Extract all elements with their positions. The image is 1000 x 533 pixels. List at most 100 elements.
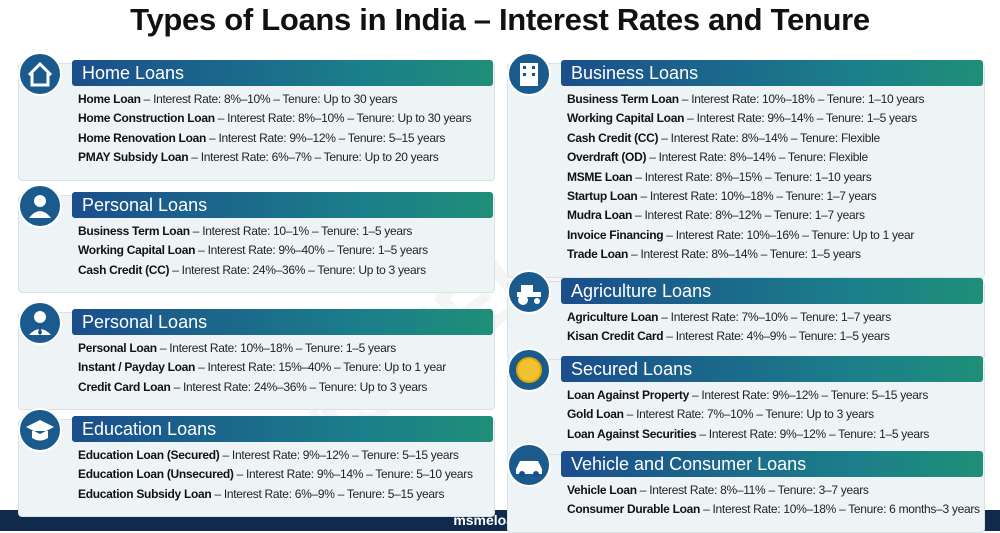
- loan-detail: – Interest Rate: 9%–14% – Tenure: 1–5 ye…: [684, 111, 917, 126]
- loan-name: Mudra Loan: [567, 208, 632, 223]
- loan-name: Loan Against Securities: [567, 426, 697, 441]
- loan-name: Invoice Financing: [567, 227, 664, 242]
- loan-item: Education Subsidy Loan – Interest Rate: …: [78, 485, 444, 504]
- loan-item: Invoice Financing – Interest Rate: 10%–1…: [567, 226, 914, 245]
- loan-detail: – Interest Rate: 9%–12% – Tenure: 5–15 y…: [219, 448, 459, 462]
- loan-item: Startup Loan – Interest Rate: 10%–18% – …: [567, 187, 877, 206]
- loan-item: Mudra Loan – Interest Rate: 8%–12% – Ten…: [567, 206, 865, 225]
- loan-detail: – Interest Rate: 9%–14% – Tenure: 5–10 y…: [233, 467, 473, 482]
- icon-graphic: [507, 270, 551, 314]
- loan-name: MSME Loan: [567, 169, 633, 184]
- loan-item: Working Capital Loan – Interest Rate: 9%…: [567, 109, 917, 128]
- loan-detail: – Interest Rate: 9%–40% – Tenure: 1–5 ye…: [195, 243, 428, 258]
- loan-item: Home Renovation Loan – Interest Rate: 9%…: [78, 129, 445, 148]
- section-heading: Business Loans: [561, 60, 983, 86]
- loan-name: Home Loan: [78, 92, 141, 106]
- loan-item: Home Construction Loan – Interest Rate: …: [78, 109, 472, 128]
- section-heading: Vehicle and Consumer Loans: [561, 451, 983, 477]
- loan-name: Education Loan (Secured): [78, 448, 220, 462]
- title: Types of Loans in India – Interest Rates…: [130, 2, 870, 37]
- section-heading: Education Loans: [72, 416, 493, 442]
- loan-detail: – Interest Rate: 4%–9% – Tenure: 1–5 yea…: [663, 329, 890, 344]
- loan-item: Vehicle Loan – Interest Rate: 8%–11% – T…: [567, 481, 869, 500]
- section-icon: [18, 408, 62, 452]
- loan-name: Loan Against Property: [567, 388, 689, 402]
- section-heading: Personal Loans: [72, 192, 493, 218]
- section-icon: [507, 52, 551, 96]
- loan-item: Consumer Durable Loan – Interest Rate: 1…: [567, 500, 980, 519]
- loan-name: Instant / Payday Loan: [78, 360, 196, 375]
- icon-graphic: [18, 408, 62, 452]
- loan-name: Working Capital Loan: [567, 111, 685, 126]
- loan-name: Education Subsidy Loan: [78, 486, 212, 501]
- loan-detail: – Interest Rate: 8%–15% – Tenure: 1–10 y…: [632, 169, 872, 184]
- loan-name: Business Term Loan: [78, 224, 190, 238]
- icon-graphic: [507, 348, 551, 392]
- loan-item: Loan Against Securities – Interest Rate:…: [567, 425, 929, 444]
- section-icon: [507, 443, 551, 487]
- loan-item: Cash Credit (CC) – Interest Rate: 8%–14%…: [567, 129, 880, 148]
- loan-item: Instant / Payday Loan – Interest Rate: 1…: [78, 358, 446, 377]
- loan-detail: – Interest Rate: 8%–14% – Tenure: Flexib…: [646, 150, 868, 165]
- icon-graphic: [18, 184, 62, 228]
- loan-detail: – Interest Rate: 24%–36% – Tenure: Up to…: [170, 379, 428, 394]
- loan-detail: – Interest Rate: 9%–12% – Tenure: 5–15 y…: [688, 388, 929, 402]
- loan-detail: – Interest Rate: 8%–10% – Tenure: Up to …: [214, 111, 472, 126]
- icon-graphic: [18, 301, 62, 345]
- icon-graphic: [18, 52, 62, 96]
- loan-name: Gold Loan: [567, 407, 624, 422]
- loan-name: PMAY Subsidy Loan: [78, 150, 189, 165]
- section-heading: Secured Loans: [561, 356, 983, 382]
- loan-name: Business Term Loan: [567, 92, 679, 106]
- section-icon: [18, 52, 62, 96]
- loan-detail: – Interest Rate: 7%–10% – Tenure: 1–7 ye…: [658, 310, 891, 324]
- loan-item: Working Capital Loan – Interest Rate: 9%…: [78, 241, 428, 260]
- loan-name: Kisan Credit Card: [567, 329, 664, 344]
- loan-name: Agriculture Loan: [567, 310, 659, 324]
- loan-detail: – Interest Rate: 24%–36% – Tenure: Up to…: [169, 262, 426, 277]
- loan-item: Credit Card Loan – Interest Rate: 24%–36…: [78, 378, 427, 397]
- section-icon: [507, 348, 551, 392]
- loan-name: Working Capital Loan: [78, 243, 196, 258]
- section-heading: Personal Loans: [72, 309, 493, 335]
- loan-item: Kisan Credit Card – Interest Rate: 4%–9%…: [567, 327, 890, 346]
- loan-detail: – Interest Rate: 15%–40% – Tenure: Up to…: [195, 360, 446, 375]
- loan-detail: – Interest Rate: 10%–18% – Tenure: 1–5 y…: [156, 341, 396, 355]
- icon-graphic: [507, 52, 551, 96]
- loan-name: Overdraft (OD): [567, 150, 647, 165]
- loan-name: Personal Loan: [78, 341, 157, 355]
- section-heading: Home Loans: [72, 60, 493, 86]
- loan-item: Business Term Loan – Interest Rate: 10–1…: [78, 222, 412, 241]
- loan-item: Home Loan – Interest Rate: 8%–10% – Tenu…: [78, 90, 398, 109]
- loan-detail: – Interest Rate: 8%–14% – Tenure: 1–5 ye…: [628, 247, 861, 262]
- icon-graphic: [507, 443, 551, 487]
- section-box: [507, 63, 985, 278]
- loan-detail: – Interest Rate: 10%–18% – Tenure: 1–7 y…: [637, 189, 877, 203]
- loan-item: Cash Credit (CC) – Interest Rate: 24%–36…: [78, 261, 426, 280]
- loan-detail: – Interest Rate: 10%–18% – Tenure: 1–10 …: [678, 92, 925, 106]
- loan-detail: – Interest Rate: 8%–14% – Tenure: Flexib…: [658, 130, 880, 145]
- loan-item: Education Loan (Secured) – Interest Rate…: [78, 446, 459, 465]
- loan-name: Consumer Durable Loan: [567, 502, 701, 517]
- loan-name: Education Loan (Unsecured): [78, 467, 234, 482]
- loan-name: Startup Loan: [567, 189, 638, 203]
- loan-detail: – Interest Rate: 6%–7% – Tenure: Up to 2…: [188, 150, 439, 165]
- loan-name: Credit Card Loan: [78, 379, 171, 394]
- loan-item: PMAY Subsidy Loan – Interest Rate: 6%–7%…: [78, 148, 439, 167]
- loan-item: Trade Loan – Interest Rate: 8%–14% – Ten…: [567, 245, 861, 264]
- section-icon: [507, 270, 551, 314]
- loan-item: Education Loan (Unsecured) – Interest Ra…: [78, 465, 473, 484]
- section-icon: [18, 301, 62, 345]
- loan-detail: – Interest Rate: 9%–12% – Tenure: 5–15 y…: [206, 130, 446, 145]
- loan-detail: – Interest Rate: 10%–16% – Tenure: Up to…: [663, 227, 915, 242]
- loan-item: Agriculture Loan – Interest Rate: 7%–10%…: [567, 308, 891, 327]
- loan-detail: – Interest Rate: 8%–11% – Tenure: 3–7 ye…: [636, 483, 869, 497]
- loan-item: Personal Loan – Interest Rate: 10%–18% –…: [78, 339, 396, 358]
- loan-name: Cash Credit (CC): [78, 262, 170, 277]
- section-icon: [18, 184, 62, 228]
- loan-item: Business Term Loan – Interest Rate: 10%–…: [567, 90, 925, 109]
- loan-item: Gold Loan – Interest Rate: 7%–10% – Tenu…: [567, 405, 874, 424]
- loan-item: MSME Loan – Interest Rate: 8%–15% – Tenu…: [567, 168, 872, 187]
- loan-name: Trade Loan: [567, 247, 629, 262]
